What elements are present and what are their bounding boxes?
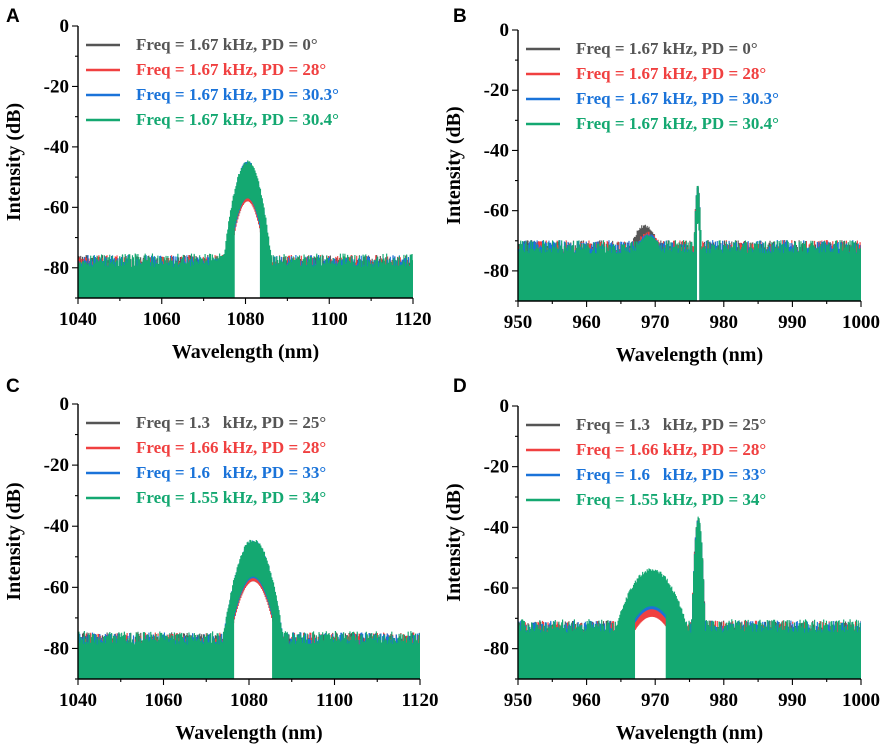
legend-label: Freq = 1.67 kHz, PD = 28° [576, 64, 766, 83]
legend-label: Freq = 1.6 kHz, PD = 33° [576, 465, 766, 484]
y-tick-label: -60 [44, 197, 69, 218]
y-tick-label: -20 [484, 80, 509, 101]
series-group [78, 160, 413, 298]
y-tick-label: -20 [44, 76, 69, 97]
panel-a: 0 -20 -40 -60 -80 1040 1060 1080 1100 1120 Wavelen… [3, 6, 431, 363]
legend-label: Freq = 1.67 kHz, PD = 30.3° [136, 85, 339, 104]
legend-label: Freq = 1.66 kHz, PD = 28° [136, 438, 326, 457]
series-3-line [78, 539, 420, 679]
y-axis-title: Intensity (dB) [3, 103, 25, 221]
legend-label: Freq = 1.67 kHz, PD = 0° [136, 35, 318, 54]
x-tick-label: 970 [641, 690, 670, 711]
x-tick-label: 1040 [59, 690, 97, 711]
y-tick-label: -80 [44, 638, 69, 659]
series-3-line [518, 185, 861, 301]
y-axis-title: Intensity (dB) [443, 106, 465, 224]
legend-label: Freq = 1.55 kHz, PD = 34° [576, 490, 766, 509]
legend: Freq = 1.67 kHz, PD = 0° Freq = 1.67 kHz,… [86, 35, 339, 129]
x-tick-label: 1120 [395, 309, 432, 330]
x-tick-label: 1040 [59, 309, 97, 330]
legend-label: Freq = 1.3 kHz, PD = 25° [576, 415, 766, 434]
series-3-line [518, 516, 861, 679]
y-tick-label: 0 [60, 394, 70, 415]
y-tick-label: -40 [44, 137, 69, 158]
series-group [518, 516, 861, 679]
panel-letter: A [6, 6, 20, 27]
y-tick-label: 0 [500, 20, 510, 41]
y-tick-label: -20 [484, 457, 509, 478]
y-tick-label: -80 [484, 639, 509, 660]
x-tick-label: 1100 [316, 690, 353, 711]
panel-letter: B [453, 6, 467, 27]
y-tick-label: -60 [484, 578, 509, 599]
x-tick-label: 1100 [311, 309, 348, 330]
x-tick-label: 1060 [143, 309, 181, 330]
y-tick-label: -40 [484, 140, 509, 161]
x-axis-title: Wavelength (nm) [172, 341, 319, 363]
series-3-line [78, 160, 413, 298]
legend: Freq = 1.67 kHz, PD = 0° Freq = 1.67 kHz,… [526, 39, 779, 133]
legend-label: Freq = 1.66 kHz, PD = 28° [576, 440, 766, 459]
panel-b: 0 -20 -40 -60 -80 950 960 970 980 990 1000 Waveleng… [443, 6, 880, 366]
panel-letter: D [453, 376, 467, 397]
x-axis-title: Wavelength (nm) [616, 722, 763, 744]
x-tick-label: 1080 [230, 690, 268, 711]
x-tick-label: 950 [504, 690, 533, 711]
x-axis-title: Wavelength (nm) [175, 722, 322, 744]
y-tick-label: -80 [484, 261, 509, 282]
x-tick-label: 980 [710, 690, 739, 711]
y-tick-label: -60 [44, 577, 69, 598]
x-tick-label: 1000 [842, 690, 880, 711]
x-tick-label: 990 [778, 312, 807, 333]
y-tick-label: 0 [60, 16, 70, 37]
x-tick-label: 1000 [842, 312, 880, 333]
x-tick-label: 1120 [402, 690, 439, 711]
y-axis-title: Intensity (dB) [443, 483, 465, 601]
x-tick-label: 960 [572, 690, 601, 711]
series-group [518, 185, 861, 301]
legend-label: Freq = 1.67 kHz, PD = 30.4° [136, 110, 339, 129]
x-axis-title: Wavelength (nm) [616, 344, 763, 366]
legend-label: Freq = 1.6 kHz, PD = 33° [136, 463, 326, 482]
legend: Freq = 1.3 kHz, PD = 25° Freq = 1.66 kHz,… [526, 415, 766, 509]
x-tick-label: 980 [710, 312, 739, 333]
legend-label: Freq = 1.67 kHz, PD = 28° [136, 60, 326, 79]
legend-label: Freq = 1.3 kHz, PD = 25° [136, 413, 326, 432]
legend-label: Freq = 1.67 kHz, PD = 0° [576, 39, 758, 58]
x-tick-label: 1080 [227, 309, 265, 330]
panel-letter: C [6, 376, 20, 397]
panel-c: 0 -20 -40 -60 -80 1040 1060 1080 1100 1120 Wavelen… [3, 376, 438, 744]
x-tick-label: 990 [778, 690, 807, 711]
x-tick-label: 960 [572, 312, 601, 333]
y-tick-label: -40 [484, 517, 509, 538]
legend-label: Freq = 1.67 kHz, PD = 30.3° [576, 89, 779, 108]
y-tick-label: -60 [484, 201, 509, 222]
y-axis-title: Intensity (dB) [3, 482, 25, 600]
y-tick-label: 0 [500, 396, 510, 417]
legend: Freq = 1.3 kHz, PD = 25° Freq = 1.66 kHz,… [86, 413, 326, 507]
panel-d: 0 -20 -40 -60 -80 950 960 970 980 990 1000 Waveleng… [443, 376, 880, 744]
x-tick-label: 1060 [145, 690, 183, 711]
y-tick-label: -40 [44, 516, 69, 537]
legend-label: Freq = 1.55 kHz, PD = 34° [136, 488, 326, 507]
y-tick-label: -20 [44, 455, 69, 476]
x-tick-label: 950 [504, 312, 533, 333]
series-group [78, 539, 420, 679]
x-tick-label: 970 [641, 312, 670, 333]
y-tick-label: -80 [44, 258, 69, 279]
legend-label: Freq = 1.67 kHz, PD = 30.4° [576, 114, 779, 133]
